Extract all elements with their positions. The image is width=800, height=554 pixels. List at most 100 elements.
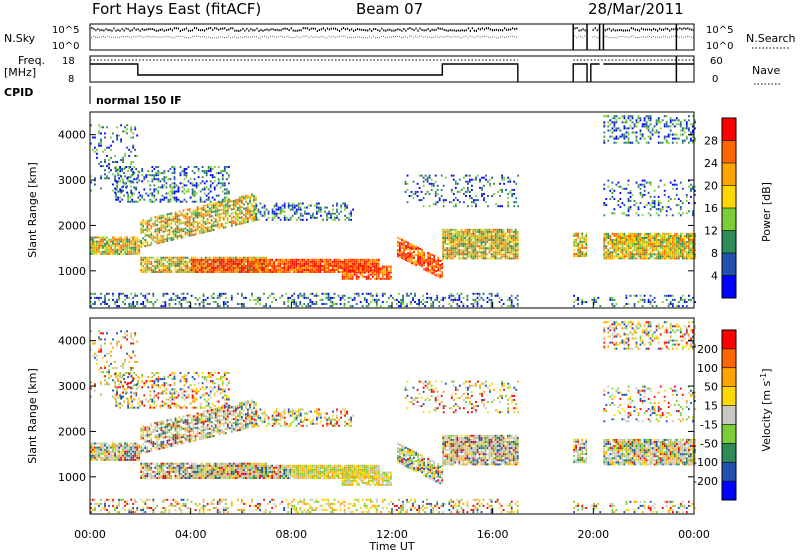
power-cell [353,296,356,299]
power-cell [153,184,156,187]
power-cell [467,174,469,177]
power-cell [218,215,221,218]
power-cell [675,117,678,120]
power-cell [203,192,206,195]
power-cell [186,264,189,267]
power-cell [402,298,404,301]
power-cell [336,202,338,205]
power-cell [615,251,618,254]
power-cell [114,248,116,251]
power-cell [230,208,233,211]
power-cell [685,135,688,138]
power-cell [313,271,316,273]
power-cell [167,192,170,195]
power-cell [136,301,139,303]
power-cell [369,269,372,272]
power-cell [90,305,92,308]
power-cell [149,200,152,203]
power-cell [468,237,471,239]
power-cell [369,292,372,295]
power-cell [415,245,417,248]
power-cell [226,301,229,303]
power-cell [126,236,128,239]
power-cell [160,235,163,238]
power-cell [516,249,519,252]
power-cell [690,189,692,192]
power-cell [483,199,485,202]
power-cell [96,242,98,245]
power-cell [428,174,431,177]
power-cell [124,298,126,301]
power-cell [124,126,126,129]
power-cell [100,142,102,145]
power-cell [615,243,618,246]
power-cell [239,196,241,199]
power-cell [418,301,420,303]
power-cell [295,218,298,221]
power-cell [470,228,473,231]
power-cell [339,296,342,299]
power-cell [132,303,135,305]
power-cell [349,260,352,263]
power-cell [179,172,182,175]
power-cell [263,264,265,267]
power-cell [448,257,451,260]
power-cell [609,253,612,256]
power-cell [267,216,270,219]
power-cell [631,241,634,244]
power-cell [309,266,312,269]
power-cell [637,249,640,252]
power-cell [474,241,477,244]
power-cell [186,271,189,273]
power-cell [178,301,181,303]
power-cell [516,241,519,244]
power-cell [467,188,469,191]
power-cell [637,185,640,188]
power-cell [208,221,211,224]
power-cell [210,264,213,267]
power-cell [418,303,420,305]
power-cell [116,126,118,129]
power-cell [486,241,489,244]
power-cell [303,269,306,271]
power-cell [133,178,136,181]
power-cell [220,200,223,203]
power-cell [116,242,118,245]
power-cell [102,126,104,129]
power-cell [641,179,644,182]
power-cell [181,190,184,193]
power-cell [471,205,473,208]
power-cell [690,257,692,260]
power-cell [619,235,622,237]
power-cell [259,258,261,261]
power-cell [690,249,692,252]
power-cell [285,266,288,269]
power-heatmap-cells [90,115,696,308]
power-cell [237,200,239,203]
power-cell [690,251,692,254]
power-cell [126,185,128,188]
power-cell [166,221,169,224]
power-cell [115,194,117,197]
power-cell [357,277,360,280]
power-cell [677,198,680,200]
power-cell [421,263,423,266]
power-cell [502,239,505,241]
power-cell [212,301,215,303]
power-cell [271,218,274,221]
power-cell [355,260,358,263]
power-cell [337,258,340,261]
power-cell [206,256,209,259]
power-cell [121,178,123,181]
power-cell [673,239,676,241]
power-cell [245,296,247,299]
power-cell [196,262,199,265]
power-cell [190,294,193,297]
power-cell [146,224,149,227]
power-cell [579,236,581,239]
power-cell [319,269,322,271]
power-cell [96,240,98,243]
power-cell [633,253,636,256]
power-cell [222,262,225,265]
power-cell [299,292,302,295]
